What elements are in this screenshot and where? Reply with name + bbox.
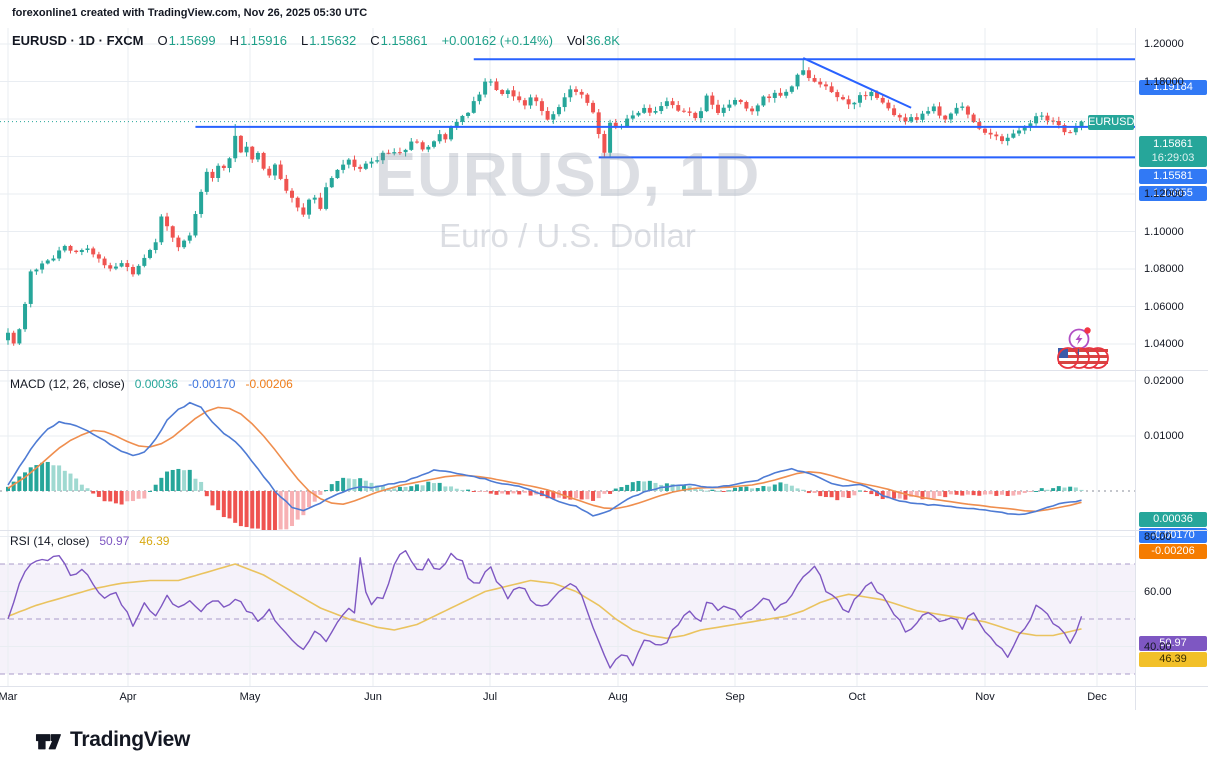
symbol-info-bar[interactable]: EURUSD · 1D · FXCM O1.15699 H1.15916 L1.…: [12, 33, 620, 48]
bar-countdown: 16:29:03: [1151, 152, 1195, 164]
level-badge-1-13955: 1.13955: [1139, 186, 1207, 201]
time-axis-label-aug: Aug: [608, 691, 628, 703]
rsi-ma-value: 46.39: [139, 534, 170, 548]
level-badge-1-15581: 1.15581: [1139, 169, 1207, 184]
ohlc-low: L1.15632: [300, 33, 357, 48]
rsi-badge: 50.97: [1139, 636, 1207, 651]
macd-indicator-label[interactable]: MACD (12, 26, close) 0.00036 -0.00170 -0…: [10, 377, 293, 391]
price-axis[interactable]: 1.19184 1.15861 16:29:03 1.15581 1.13955…: [1135, 28, 1208, 710]
price-line-symbol-label: EURUSD: [1088, 115, 1135, 130]
price-change: +0.00162 (+0.14%): [441, 33, 553, 48]
macd-histogram-value: 0.00036: [134, 377, 179, 391]
price-axis-tick[interactable]: 1.10000: [1144, 225, 1184, 238]
attribution-text: forexonline1 created with TradingView.co…: [12, 7, 368, 19]
rsi-indicator-label[interactable]: RSI (14, close) 50.97 46.39: [10, 534, 169, 548]
price-axis-tick[interactable]: 1.04000: [1144, 338, 1184, 350]
macd-histogram-badge: 0.00036: [1139, 512, 1207, 527]
price-axis-tick[interactable]: 1.18000: [1144, 75, 1184, 88]
volume: Vol36.8K: [566, 33, 620, 48]
ohlc-close: C1.15861: [370, 33, 428, 48]
tradingview-logo-text: TradingView: [70, 728, 191, 751]
price-axis-tick[interactable]: 1.06000: [1144, 300, 1184, 313]
macd-signal-value: -0.00206: [245, 377, 293, 391]
rsi-ma-badge: 46.39: [1139, 652, 1207, 667]
time-axis-label-jul: Jul: [482, 691, 498, 703]
price-axis-tick[interactable]: 1.20000: [1144, 38, 1184, 50]
macd-line-value: -0.00170: [188, 377, 236, 391]
ohlc-open: O1.15699: [157, 33, 216, 48]
current-price-badge: 1.15861 16:29:03: [1139, 136, 1207, 167]
price-axis-tick[interactable]: 0.02000: [1144, 375, 1184, 387]
price-axis-tick[interactable]: 0.01000: [1144, 430, 1184, 442]
pane-separator: [0, 686, 1208, 687]
macd-line-badge: -0.00170: [1139, 528, 1207, 543]
time-axis[interactable]: Mar Apr May Jun Jul Aug Sep Oct Nov Dec: [0, 686, 1135, 710]
price-axis-tick[interactable]: 60.00: [1144, 585, 1172, 598]
pane-separator[interactable]: [0, 530, 1208, 531]
price-axis-tick[interactable]: 1.12000: [1144, 188, 1184, 200]
time-axis-label-may: May: [239, 691, 261, 703]
pane-separator[interactable]: [0, 370, 1208, 371]
level-badge-1-19184: 1.19184: [1139, 80, 1207, 95]
time-axis-label-nov: Nov: [975, 691, 995, 703]
price-axis-tick[interactable]: 1.08000: [1144, 263, 1184, 275]
symbol-title[interactable]: EURUSD · 1D · FXCM: [12, 33, 144, 48]
time-axis-label-oct: Oct: [848, 691, 866, 703]
rsi-value: 50.97: [99, 534, 130, 548]
tradingview-logo[interactable]: TradingView: [34, 726, 190, 754]
current-price-value: 1.15861: [1153, 138, 1193, 150]
flash-event-marker-icon[interactable]: [1066, 324, 1094, 352]
time-axis-label-dec: Dec: [1087, 691, 1107, 703]
time-axis-label-sep: Sep: [725, 691, 745, 703]
price-axis-tick[interactable]: 40.00: [1144, 640, 1172, 653]
rsi-pane-canvas[interactable]: [0, 530, 1135, 686]
macd-signal-badge: -0.00206: [1139, 544, 1207, 559]
tradingview-logo-glyph: [35, 734, 61, 750]
time-axis-label-mar: Mar: [0, 691, 18, 703]
time-axis-label-apr: Apr: [119, 691, 137, 703]
price-axis-tick[interactable]: 80.00: [1144, 530, 1172, 543]
bottom-bar: TradingView: [0, 710, 1208, 768]
macd-indicator-name[interactable]: MACD (12, 26, close): [10, 377, 125, 391]
time-axis-label-jun: Jun: [364, 691, 382, 703]
rsi-indicator-name[interactable]: RSI (14, close): [10, 534, 90, 548]
ohlc-high: H1.15916: [229, 33, 287, 48]
us-flag-economic-events-icon[interactable]: [1054, 345, 1110, 371]
macd-pane-canvas[interactable]: [0, 370, 1135, 530]
main-price-pane-canvas[interactable]: [0, 28, 1135, 370]
